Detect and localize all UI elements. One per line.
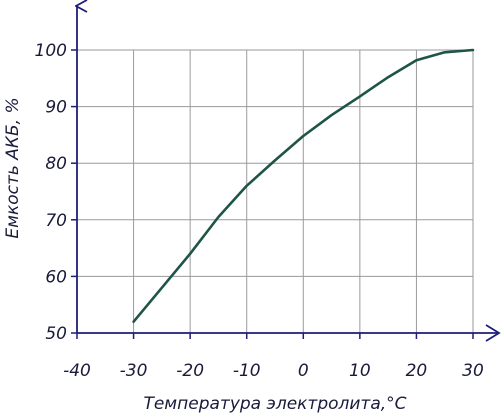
data-point bbox=[245, 184, 248, 187]
data-point bbox=[415, 59, 418, 62]
data-point bbox=[387, 76, 390, 79]
x-axis-arrowhead bbox=[485, 324, 501, 342]
y-tick-label: 50 bbox=[45, 324, 67, 344]
x-tick-labels: -40 -30 -20 -10 0 10 20 30 bbox=[63, 333, 484, 381]
x-tick-label: 0 bbox=[298, 361, 309, 381]
data-point bbox=[274, 159, 276, 162]
axes bbox=[77, 6, 501, 342]
x-axis-label: Температура электролита,°С bbox=[143, 394, 406, 414]
y-tick-label: 100 bbox=[35, 41, 67, 61]
y-tick-label: 70 bbox=[45, 211, 67, 231]
y-tick-labels: 50 60 70 80 90 100 bbox=[35, 41, 77, 344]
data-point bbox=[132, 320, 135, 323]
data-point bbox=[443, 51, 446, 54]
y-tick-label: 90 bbox=[45, 98, 67, 118]
y-tick-label: 80 bbox=[45, 154, 67, 174]
data-point bbox=[330, 114, 333, 116]
gridlines bbox=[77, 49, 474, 333]
series-layer bbox=[132, 48, 475, 323]
data-point bbox=[472, 49, 474, 51]
x-tick-label: -40 bbox=[63, 361, 91, 381]
x-tick-label: -30 bbox=[120, 361, 148, 381]
x-tick-label: 20 bbox=[406, 361, 428, 381]
x-tick-label: -10 bbox=[233, 361, 261, 381]
y-axis-label: Емкость АКБ, % bbox=[3, 97, 23, 238]
data-point bbox=[189, 252, 192, 255]
x-tick-label: 30 bbox=[462, 361, 484, 381]
data-point bbox=[217, 216, 220, 218]
x-tick-label: 10 bbox=[349, 361, 371, 381]
data-point bbox=[358, 95, 361, 98]
data-point bbox=[302, 135, 305, 137]
data-point bbox=[160, 286, 163, 289]
x-tick-label: -20 bbox=[176, 361, 204, 381]
y-tick-label: 60 bbox=[45, 267, 67, 287]
